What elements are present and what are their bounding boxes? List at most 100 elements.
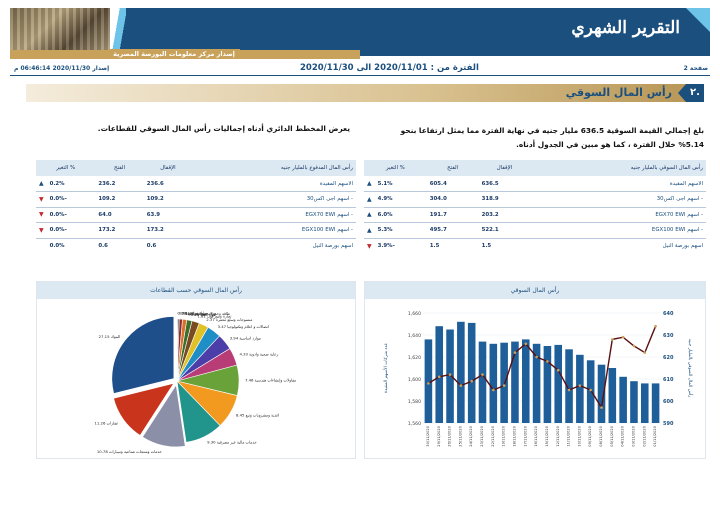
table-row: الاسهم المقيدة 636.5 605.4 5.1% ▲: [364, 176, 706, 192]
y-left-tick-label: 1,660: [408, 311, 421, 317]
x-tick-label: 22/11/2020: [491, 425, 495, 446]
change-value: 6.0%: [374, 207, 427, 223]
market-cap-chart-panel: رأس المال السوقي 1,660 640 1,640 630 1,620 62…: [364, 281, 706, 459]
open-value: 495.7: [426, 222, 479, 239]
pie-label: البنوك 27.15: [99, 334, 121, 339]
x-tick-label: 11/11/2020: [567, 425, 571, 446]
header-corner: [686, 8, 710, 32]
pie-label: 1.81 تجارة وموزعون: [197, 314, 231, 319]
close-value: 173.2: [143, 222, 193, 239]
header-stripe: [110, 8, 126, 56]
chart-bar: [489, 343, 498, 423]
pie-label: 9.30 خدمات مالية غير مصرفية: [207, 440, 257, 445]
x-tick-label: 12/11/2020: [556, 425, 560, 446]
up-arrow-icon: ▲: [36, 176, 47, 192]
chart-bar: [467, 322, 476, 423]
down-arrow-icon: ▼: [36, 207, 47, 223]
pie-label: 1.05 طاقة وخدمات مساندة: [185, 311, 230, 316]
y-right-tick-label: 640: [663, 311, 674, 317]
change-value: 0.2%: [46, 176, 96, 192]
market-cap-chart: 1,660 640 1,640 630 1,620 620 1,600 610 1,580 600…: [382, 311, 694, 447]
pie-slice: [111, 316, 175, 394]
open-value: 0.6: [98, 243, 108, 249]
x-tick-label: 26/11/2020: [448, 425, 452, 446]
table-row: الاسهم المقيدة 236.6 236.2 0.2% ▲: [36, 176, 356, 192]
close-value: 636.5: [478, 176, 531, 192]
table-row: - اسهم EGX70 EWI 203.2 191.7 6.0% ▲: [364, 207, 706, 223]
chart-point: [654, 324, 657, 328]
chart-series-line: [428, 325, 657, 410]
x-tick-label: 23/11/2020: [480, 425, 484, 446]
y-right-tick-label: 620: [663, 355, 674, 361]
x-tick-label: 24/11/2020: [469, 425, 473, 446]
chart-point: [448, 373, 452, 376]
pie-label: 1.28 مواد البناء: [191, 312, 216, 317]
change-value: 4.9%: [374, 191, 427, 208]
up-arrow-icon: ▲: [364, 222, 375, 239]
y-left-tick-label: 1,560: [408, 421, 421, 427]
open-value: 236.2: [95, 176, 144, 192]
change-value: 5.1%: [374, 176, 427, 192]
chart-bar: [500, 342, 508, 423]
chart-bar: [511, 341, 519, 423]
change-value: -0.0%: [46, 222, 96, 239]
down-arrow-icon: ▼: [36, 222, 47, 239]
chart-bar: [586, 360, 595, 423]
y-right-axis-label: رأس المال السوقي بالمليار جنيه: [687, 339, 694, 398]
x-tick-label: 19/11/2020: [502, 425, 506, 446]
table-header-cell: الفتح: [95, 160, 144, 177]
chart-point: [611, 338, 614, 341]
section-title: رأس المال السوقي: [565, 86, 672, 99]
open-value: 1.5: [429, 243, 440, 249]
chart-bar: [554, 344, 563, 423]
chart-point: [481, 373, 484, 376]
chart-bar: [457, 321, 465, 423]
table-header-row: رأس المال السوقي بالمليار جنيه الإقفال الف…: [364, 160, 706, 177]
pie-label: خدمات ومنتجات صناعية وسيارات 10.78: [97, 449, 163, 454]
row-name: اسهم بورصة النيل: [662, 243, 703, 249]
close-value: 0.6: [146, 243, 157, 249]
sector-pie-chart: البنوك 27.15 عقارات 11.26 خدمات ومنتجات صن…: [95, 311, 297, 454]
pie-label: 0.19 سياحة وترفيه: [177, 311, 208, 316]
pie-label: 3.94 موارد اساسية: [230, 336, 261, 341]
close-value: 63.9: [143, 207, 193, 223]
chart-bar: [521, 339, 530, 423]
table-row: - اسهم اجى اكس30 318.9 304.0 4.9% ▲: [364, 191, 706, 208]
chart-bar: [435, 326, 444, 423]
table-row: - اسهم اجى اكس30 109.2 109.2 -0.0% ▼: [36, 191, 356, 208]
chart-point: [589, 388, 592, 392]
table-header-cell: الفتح: [426, 160, 479, 177]
chart-bar: [532, 343, 541, 423]
change-value: -0.0%: [46, 207, 96, 223]
change-value: -3.9%: [377, 243, 395, 249]
chart-bar: [608, 368, 617, 423]
chart-point: [643, 351, 647, 354]
y-left-tick-label: 1,580: [408, 399, 421, 405]
open-value: 64.0: [95, 207, 144, 223]
chart-bar: [597, 364, 606, 423]
open-value: 304.0: [426, 191, 479, 208]
chart-point: [546, 360, 549, 363]
chart-point: [427, 382, 430, 385]
table-row: اسهم بورصة النيل 0.6 0.6 0.0%: [36, 238, 356, 254]
down-arrow-icon: ▼: [367, 242, 372, 250]
table-header-cell: رأس المال المدفوع بالمليار جنيه: [192, 160, 356, 177]
open-value: 605.4: [426, 176, 479, 192]
row-name: الاسهم المقيدة: [192, 176, 356, 192]
chart-point: [621, 335, 625, 339]
y-right-tick-label: 630: [663, 333, 674, 339]
x-tick-label: 03/11/2020: [631, 425, 635, 446]
pie-label: 7.46 مقاولات وإنشاءات هندسية: [245, 378, 296, 384]
chart-point: [556, 368, 560, 372]
open-value: 173.2: [95, 222, 144, 239]
row-name: - اسهم EGX70 EWI: [530, 207, 706, 223]
header-banner: [10, 8, 710, 56]
x-tick-label: 02/11/2020: [642, 425, 646, 446]
x-tick-label: 18/11/2020: [512, 425, 516, 446]
table-row: اسهم بورصة النيل 1.5 1.5 -3.9% ▼: [364, 238, 706, 254]
table-header-cell: % التغير: [36, 160, 96, 177]
pie-label: 3.47 اتصالات و اعلام وتكنولوجيا: [218, 324, 269, 329]
x-tick-label: 10/11/2020: [577, 425, 581, 446]
y-left-tick-label: 1,620: [408, 355, 421, 361]
table-header-cell: رأس المال السوقي بالمليار جنيه: [530, 160, 706, 177]
